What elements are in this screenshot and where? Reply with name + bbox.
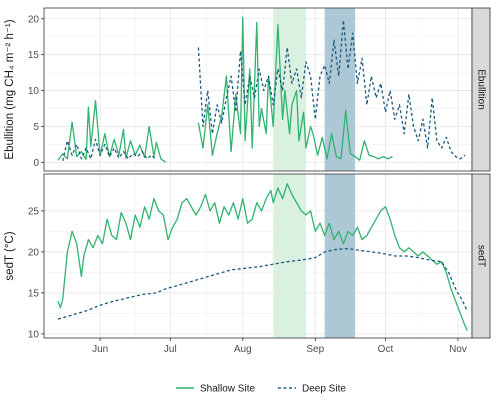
- legend: Shallow Site Deep Site: [176, 384, 346, 395]
- y-tick-label: 15: [28, 50, 40, 61]
- y-axis-label: sedT (°C): [4, 231, 16, 280]
- y-tick-label: 5: [33, 122, 39, 133]
- y-axis-label: Ebullition (mg CH₄ m⁻² h⁻¹): [4, 19, 16, 159]
- series-line-deep-site: [197, 19, 466, 160]
- y-tick-label: 20: [28, 14, 40, 25]
- legend-label: Shallow Site: [200, 384, 255, 395]
- x-tick-label: Sep: [306, 344, 324, 355]
- series-line-shallow-site: [57, 183, 468, 331]
- major-gridlines: [44, 174, 472, 338]
- x-tick-label: Jul: [164, 344, 177, 355]
- y-tick-label: 25: [28, 206, 40, 217]
- major-gridlines: [44, 8, 472, 171]
- y-tick-label: 10: [28, 86, 40, 97]
- x-tick-label: Oct: [378, 344, 394, 355]
- facet-strip: [471, 7, 491, 172]
- series-line-deep-site: [57, 247, 468, 320]
- highlight-period: [273, 174, 306, 338]
- x-axis: Jun Jul Aug Sep Oct Nov: [92, 338, 467, 355]
- y-tick-label: 15: [28, 288, 40, 299]
- chart-panels: 0 5 10 15 20 Ebullition (mg CH₄ m⁻² h⁻¹) Ebull…: [4, 7, 491, 340]
- panel-ebullition: 0 5 10 15 20 Ebullition (mg CH₄ m⁻² h⁻¹) Ebull…: [4, 7, 491, 172]
- x-tick-label: Jun: [92, 344, 108, 355]
- panel-sedt: 10 15 20 25 sedT (°C) sedT: [4, 173, 491, 340]
- facet-strip: [471, 173, 491, 339]
- legend-label: Deep Site: [302, 384, 346, 395]
- y-tick-label: 20: [28, 247, 40, 258]
- facet-strip-label: Ebullition: [476, 69, 487, 110]
- x-tick-label: Nov: [449, 344, 467, 355]
- y-tick-label: 10: [28, 329, 40, 340]
- x-tick-label: Aug: [234, 344, 252, 355]
- y-tick-label: 0: [33, 158, 39, 169]
- highlight-period: [324, 174, 356, 338]
- facet-strip-label: sedT: [476, 245, 487, 267]
- series-line-shallow-site: [57, 99, 166, 163]
